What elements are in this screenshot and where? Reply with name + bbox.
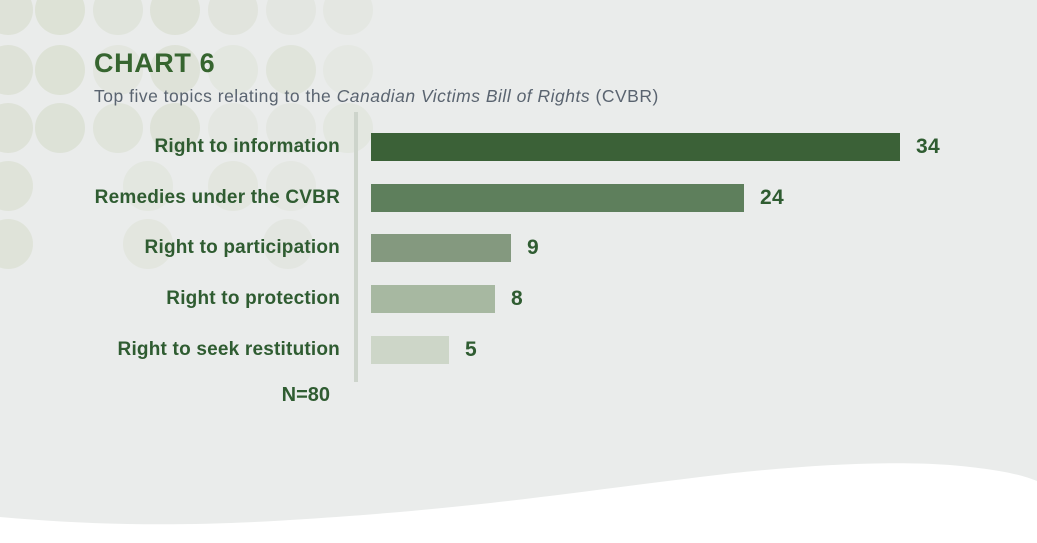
value-label: 5 xyxy=(465,338,477,361)
subtitle-suffix-text: (CVBR) xyxy=(590,86,659,106)
bar xyxy=(371,133,900,161)
category-label: Right to information xyxy=(154,136,340,157)
chart-row: Right to participation 9 xyxy=(0,234,1037,262)
bar xyxy=(371,285,495,313)
category-label: Right to protection xyxy=(166,288,340,309)
chart-subtitle: Top five topics relating to the Canadian… xyxy=(94,86,659,107)
chart-title: CHART 6 xyxy=(94,48,216,78)
subtitle-italic-text: Canadian Victims Bill of Rights xyxy=(336,86,591,106)
chart-row: Right to seek restitution 5 xyxy=(0,336,1037,364)
value-label: 34 xyxy=(916,135,940,158)
chart-row: Remedies under the CVBR 24 xyxy=(0,184,1037,212)
value-label: 8 xyxy=(511,287,523,310)
chart-row: Right to protection 8 xyxy=(0,285,1037,313)
value-label: 24 xyxy=(760,186,784,209)
chart-row: Right to information 34 xyxy=(0,133,1037,161)
bar xyxy=(371,234,511,262)
sample-size-label: N=80 xyxy=(281,384,330,406)
bar xyxy=(371,336,449,364)
subtitle-text: Top five topics relating to the xyxy=(94,86,337,106)
value-label: 9 xyxy=(527,236,539,259)
chart-header: CHART 6 Top five topics relating to the … xyxy=(94,48,659,107)
category-label: Right to seek restitution xyxy=(117,339,340,360)
category-label: Remedies under the CVBR xyxy=(94,187,340,208)
bar xyxy=(371,184,744,212)
axis-baseline xyxy=(354,112,358,382)
category-label: Right to participation xyxy=(144,237,340,258)
